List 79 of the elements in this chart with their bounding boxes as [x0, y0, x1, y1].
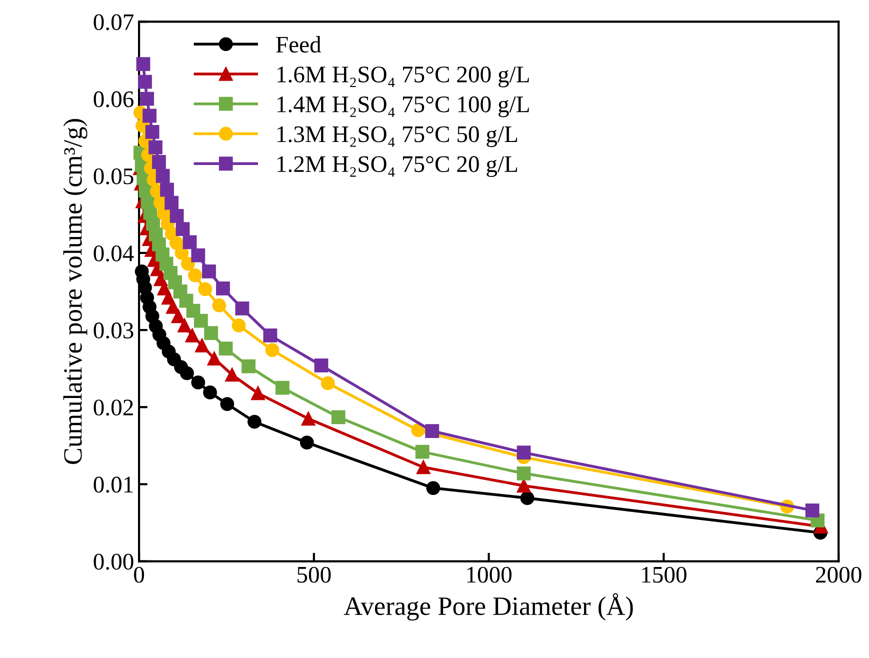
point: [225, 368, 240, 382]
point: [415, 444, 430, 459]
point: [300, 436, 314, 450]
point: [207, 352, 222, 366]
y-tick-label: 0.07: [94, 14, 134, 30]
point: [411, 423, 426, 438]
legend-label: 1.4M H₂SO₄ 75°C 100 g/L: [278, 96, 529, 118]
point: [235, 302, 250, 316]
legend-label: Feed: [276, 36, 322, 53]
point: [160, 182, 174, 197]
y-tick-label: 0.06: [94, 91, 134, 108]
point: [182, 235, 197, 250]
point: [170, 209, 184, 223]
point: [263, 328, 278, 342]
point: [516, 446, 531, 460]
point: [516, 466, 531, 480]
point: [145, 124, 160, 139]
point: [181, 256, 195, 271]
point: [276, 380, 290, 395]
point: [136, 57, 150, 72]
point: [248, 414, 262, 429]
point: [212, 298, 226, 312]
x-tick-label: 500: [298, 566, 331, 583]
point: [251, 386, 265, 400]
legend-label: 1.6M H₂SO₄ 75°C 200 g/L: [278, 66, 529, 88]
x-tick-label: 0: [134, 566, 144, 583]
y-tick-label: 0.02: [94, 400, 133, 416]
point: [320, 376, 335, 390]
point: [185, 328, 200, 342]
point: [148, 140, 162, 154]
x-axis-title: Average Pore Diameter (Å): [344, 593, 633, 621]
legend-label: 1.3M H₂SO₄ 75°C 50 g/L: [278, 126, 518, 148]
x-tick-label: 1500: [642, 566, 686, 583]
point: [426, 481, 440, 495]
point: [265, 343, 280, 358]
point: [178, 318, 192, 332]
point: [198, 282, 212, 296]
point: [520, 491, 534, 506]
point: [191, 376, 206, 390]
point: [301, 412, 316, 426]
point: [416, 460, 430, 474]
point: [188, 268, 202, 282]
point: [164, 196, 179, 210]
point: [220, 397, 234, 411]
point: [202, 264, 216, 278]
y-tick-label: 0.04: [94, 245, 134, 262]
point: [174, 246, 189, 260]
legend-label: 1.2M H₂SO₄ 75°C 20 g/L: [278, 156, 518, 177]
point: [216, 281, 230, 296]
point: [195, 338, 209, 352]
point: [203, 386, 217, 400]
point: [142, 108, 156, 123]
y-tick-label: 0.03: [94, 322, 134, 339]
point: [805, 503, 820, 518]
point: [171, 309, 186, 324]
point: [425, 424, 440, 438]
point: [242, 359, 256, 374]
point: [180, 366, 194, 380]
point: [138, 74, 152, 89]
y-tick-label: 0.00: [94, 554, 134, 570]
point: [314, 358, 328, 372]
point: [152, 155, 166, 169]
point: [176, 222, 190, 236]
point: [204, 326, 218, 340]
point: [140, 92, 154, 106]
point: [232, 318, 246, 332]
point: [191, 248, 206, 262]
point: [331, 410, 346, 424]
x-tick-label: 1000: [467, 566, 512, 583]
y-axis-title: Cumulative pore volume (cm³/g): [63, 119, 88, 464]
point: [516, 478, 531, 493]
point: [166, 300, 180, 314]
y-tick-label: 0.01: [94, 476, 133, 493]
point: [194, 314, 208, 328]
y-tick-label: 0.05: [94, 168, 134, 184]
point: [156, 168, 170, 183]
point: [170, 236, 184, 250]
point: [218, 342, 233, 356]
x-tick-label: 2000: [816, 566, 862, 583]
